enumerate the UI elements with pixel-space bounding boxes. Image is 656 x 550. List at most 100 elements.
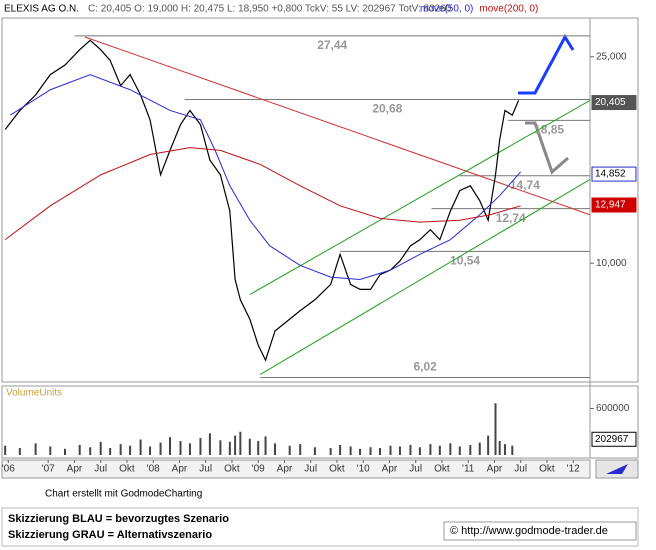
volume-bar: [89, 447, 92, 455]
volume-bar: [257, 441, 260, 455]
zoom-icon-glyph: [606, 464, 628, 474]
trend-line: [249, 99, 591, 295]
x-tick-label: Jul: [94, 464, 107, 475]
volume-bar: [313, 447, 316, 455]
price-box: [591, 166, 637, 182]
price-line: [4, 39, 520, 362]
note-grey: Skizzierung GRAU = Alternativszenario: [8, 529, 212, 541]
x-tick-label: Okt: [119, 464, 135, 475]
source-box: [443, 521, 637, 541]
volume-bar: [494, 403, 497, 455]
x-tick-label: Apr: [277, 464, 293, 475]
volume-bar: [49, 446, 52, 455]
x-tick-label: Jul: [514, 464, 527, 475]
price-line: [4, 147, 521, 241]
volume-bar: [78, 444, 81, 455]
volume-bar: [264, 436, 267, 455]
volume-bar: [119, 444, 122, 455]
price-box-label: 20,405: [595, 97, 626, 108]
x-tick-label: '12: [567, 464, 580, 475]
x-tick-label: Jul: [409, 464, 422, 475]
price-box-label: 12,947: [595, 200, 626, 211]
volume-bar: [438, 445, 441, 455]
volume-title: VolumeUnits: [6, 388, 62, 399]
x-tick-label: Apr: [67, 464, 83, 475]
volume-bar: [199, 437, 202, 455]
volume-bar: [228, 441, 231, 455]
level-label: 20,68: [372, 102, 402, 116]
price-line: [10, 74, 522, 281]
legend-entry: move(200, 0): [479, 4, 538, 15]
volume-bar: [339, 444, 342, 455]
level-label: 14,74: [510, 178, 540, 192]
header-info: C: 20,405 O: 19,000 H: 20,475 L: 18,950 …: [88, 4, 452, 15]
volume-bar: [288, 445, 291, 455]
header-title: ELEXIS AG O.N.: [4, 4, 79, 15]
volume-bar: [498, 441, 501, 455]
level-label: 12,74: [496, 211, 526, 225]
volume-bar: [219, 440, 222, 455]
x-tick-label: Okt: [434, 464, 450, 475]
volume-bar: [248, 438, 251, 455]
volume-bar: [379, 448, 381, 455]
volume-bar: [169, 437, 171, 455]
x-tick-label: '07: [42, 464, 55, 475]
volume-bar: [418, 447, 421, 455]
volume-bar: [503, 444, 506, 455]
volume-bar: [109, 448, 112, 455]
legend-entry: move(50, 0): [420, 4, 473, 15]
x-tick-label: '06: [2, 464, 15, 475]
scenario-grey: [525, 121, 569, 175]
x-tick-label: Okt: [224, 464, 240, 475]
volume-bar: [359, 448, 362, 455]
volume-bar: [234, 435, 237, 455]
volume-bar: [239, 431, 242, 455]
source[interactable]: © http://www.godmode-trader.de: [450, 525, 608, 537]
time-axis: [1, 459, 591, 479]
y-tick-label: 10,000: [596, 258, 627, 269]
price-box-label: 14,852: [595, 169, 626, 180]
volume-bar: [64, 448, 66, 455]
volume-bar: [449, 443, 452, 455]
x-tick-label: '09: [252, 464, 265, 475]
volume-bar: [478, 442, 481, 455]
level-label: 27,44: [317, 38, 347, 52]
trend-line: [84, 36, 591, 216]
note-blue: Skizzierung BLAU = bevorzugtes Szenario: [8, 513, 229, 525]
level-label: 6,02: [413, 360, 437, 374]
volume-bar: [179, 441, 182, 455]
footer-box: [1, 507, 639, 547]
volume-bar: [188, 443, 191, 455]
volume-bar: [409, 444, 412, 455]
volume-bar: [129, 445, 132, 455]
y-tick-label: 600000: [596, 403, 630, 414]
level-label: 10,54: [450, 253, 480, 267]
scenario-blue: [518, 33, 575, 95]
volume-bar: [99, 441, 102, 455]
y-tick-label: 25,000: [596, 51, 627, 62]
x-tick-label: Okt: [539, 464, 555, 475]
volume-bar: [208, 433, 211, 455]
volume-bar: [487, 435, 490, 455]
volume-bar: [329, 448, 332, 455]
volume-bar: [369, 447, 372, 455]
last-volume-label: 202967: [595, 434, 629, 445]
price-pane: [1, 17, 639, 383]
x-tick-label: '11: [462, 464, 475, 475]
volume-bar: [469, 444, 472, 455]
price-box: [591, 95, 637, 111]
volume-bar: [511, 445, 514, 455]
volume-bar: [349, 446, 352, 455]
volume-bar: [274, 443, 276, 455]
volume-bar: [149, 446, 152, 455]
level-label: 18,85: [534, 123, 564, 137]
volume-bar: [458, 446, 461, 455]
x-tick-label: Jul: [199, 464, 212, 475]
volume-bar: [389, 445, 392, 455]
last-volume-box: [591, 431, 637, 447]
trend-line: [260, 179, 591, 375]
volume-bar: [34, 443, 37, 455]
volume-bar: [139, 439, 142, 455]
volume-bar: [429, 444, 432, 455]
